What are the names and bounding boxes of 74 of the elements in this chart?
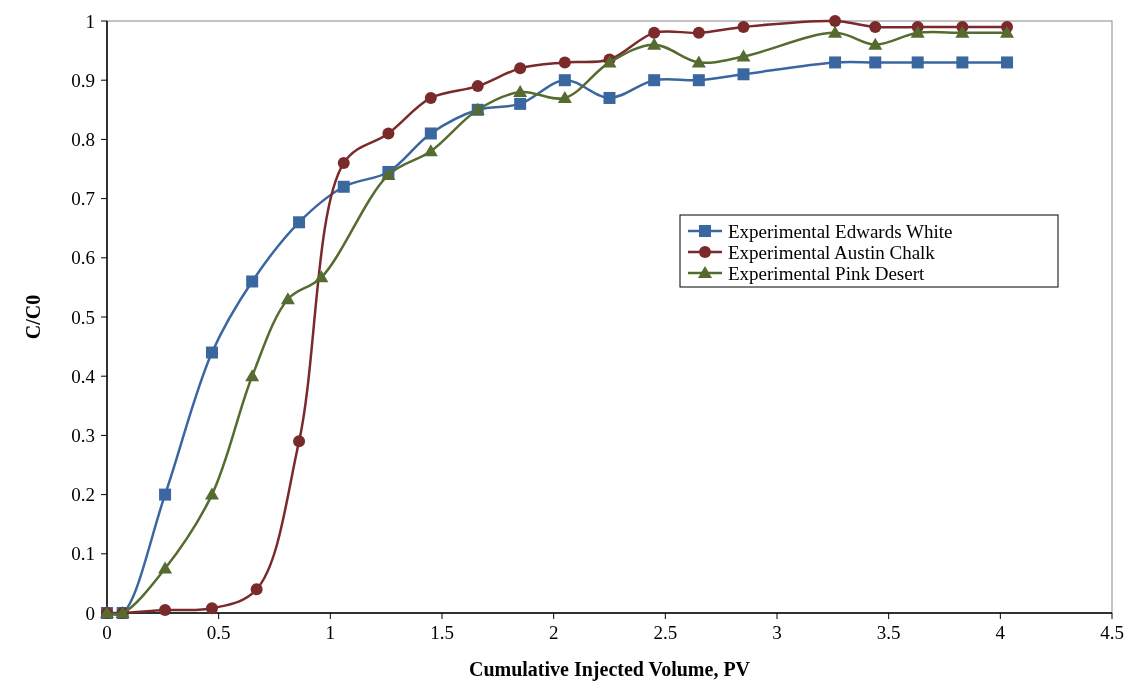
point	[691, 55, 706, 68]
y-tick-label: 0	[85, 602, 95, 624]
y-tick-label: 0.7	[71, 188, 95, 210]
point	[514, 97, 527, 110]
legend-label: Experimental Edwards White	[728, 220, 953, 242]
point	[314, 270, 329, 283]
point	[648, 74, 661, 87]
point	[423, 144, 438, 157]
point	[280, 292, 295, 305]
point	[558, 74, 571, 87]
point	[205, 602, 218, 615]
point	[736, 49, 751, 62]
legend-label: Experimental Austin Chalk	[728, 241, 936, 263]
point	[1001, 56, 1014, 69]
x-tick-label: 4	[995, 622, 1006, 643]
x-tick-label: 1.5	[430, 622, 454, 643]
point	[250, 583, 263, 596]
x-tick-label: 3	[772, 622, 782, 643]
point	[204, 487, 219, 500]
point	[424, 91, 437, 104]
point	[471, 80, 484, 93]
y-tick-label: 0.5	[71, 306, 95, 328]
y-tick-label: 0.4	[71, 365, 96, 387]
x-tick-label: 4.5	[1100, 622, 1124, 643]
y-tick-label: 1	[85, 10, 95, 32]
point	[158, 561, 173, 574]
point	[829, 15, 842, 27]
point	[159, 488, 172, 501]
x-tick-label: 2	[548, 622, 559, 643]
x-axis-title: Cumulative Injected Volume, PV	[468, 658, 751, 681]
point	[337, 157, 350, 170]
y-tick-label: 0.2	[71, 484, 95, 506]
x-tick-label: 0	[102, 622, 112, 643]
point	[910, 25, 925, 38]
point	[647, 37, 662, 50]
point	[911, 56, 924, 69]
y-tick-label: 0.1	[71, 543, 95, 565]
y-tick-label: 0.6	[71, 247, 95, 269]
y-tick-label: 0.9	[71, 69, 95, 91]
point	[737, 68, 750, 81]
x-tick-label: 1	[325, 622, 336, 643]
point	[514, 62, 527, 75]
point	[868, 37, 883, 50]
point	[557, 90, 572, 103]
y-axis-title: C/C0	[22, 294, 44, 340]
point	[692, 26, 705, 39]
point	[828, 25, 843, 38]
y-tick-label: 0.8	[71, 129, 95, 151]
point	[603, 91, 616, 104]
point	[382, 127, 395, 140]
point	[829, 56, 842, 69]
point	[293, 216, 306, 229]
point	[245, 369, 260, 382]
point	[1000, 25, 1015, 38]
point	[246, 275, 259, 288]
point	[159, 604, 172, 617]
point	[692, 74, 705, 87]
y-tick-label: 0.3	[71, 425, 95, 447]
point	[424, 127, 437, 140]
point	[293, 435, 306, 448]
point	[956, 56, 969, 69]
point	[648, 26, 661, 39]
point	[558, 56, 571, 69]
point	[955, 25, 970, 38]
point	[513, 85, 528, 98]
point	[737, 20, 750, 33]
x-tick-label: 3.5	[876, 622, 901, 643]
x-tick-label: 2.5	[653, 622, 678, 643]
legend-label: Experimental Pink Desert	[728, 262, 925, 284]
point	[337, 180, 350, 193]
point	[205, 346, 218, 359]
point	[869, 20, 882, 33]
point	[869, 56, 882, 69]
x-tick-label: 0.5	[206, 622, 231, 643]
